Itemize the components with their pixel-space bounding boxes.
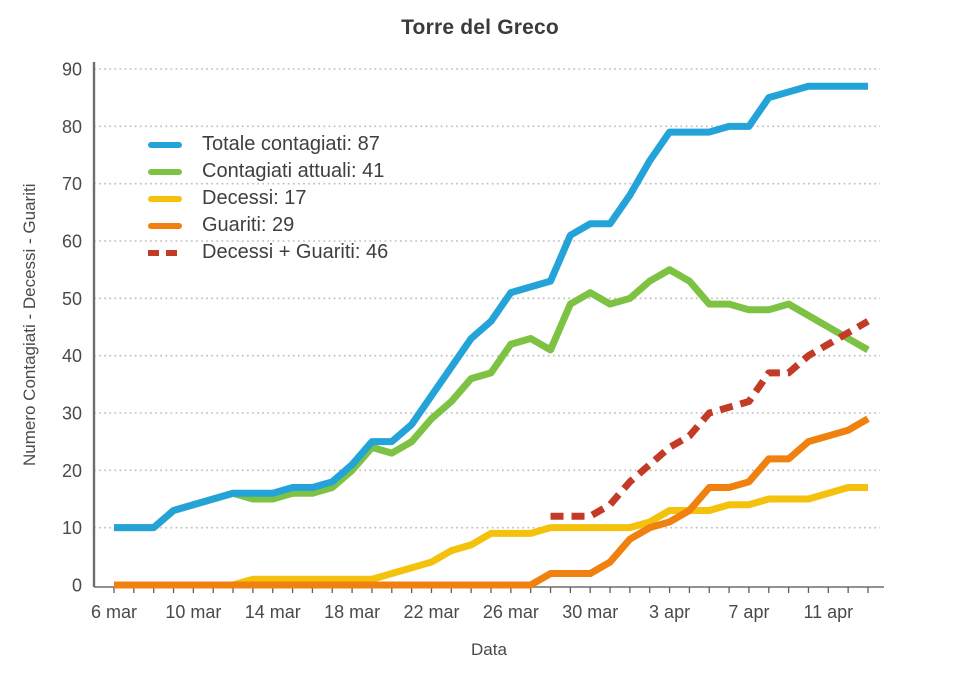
line-contagiati-attuali <box>114 266 870 532</box>
line-decessi-piu-guariti <box>550 318 870 520</box>
line-guariti <box>114 415 870 589</box>
x-axis-title: Data <box>471 640 507 659</box>
x-tick-label: 10 mar <box>165 602 221 622</box>
legend-item-contagiati-attuali: Contagiati attuali: 41 <box>148 158 388 185</box>
line-decessi <box>114 484 868 589</box>
chart-title: Torre del Greco <box>401 16 559 39</box>
legend-label-decessi-piu-guariti: Decessi + Guariti: 46 <box>202 241 389 263</box>
legend: Totale contagiati: 87 Contagiati attuali:… <box>148 131 388 266</box>
y-tick-label: 60 <box>62 232 82 252</box>
y-tick-label: 10 <box>62 518 82 538</box>
x-tick-label: 30 mar <box>562 602 618 622</box>
line-totale-contagiati <box>114 82 868 532</box>
y-tick-label: 50 <box>62 289 82 309</box>
legend-label-guariti: Guariti: 29 <box>202 214 295 236</box>
y-tick-label: 70 <box>62 174 82 194</box>
legend-swatch-decessi <box>148 195 182 202</box>
legend-item-decessi: Decessi: 17 <box>148 185 388 212</box>
legend-swatch-contagiati-attuali <box>148 168 182 175</box>
x-tick-label: 18 mar <box>324 602 380 622</box>
legend-swatch-totale-contagiati <box>148 141 182 148</box>
x-tick-label: 6 mar <box>91 602 137 622</box>
legend-swatch-guariti <box>148 222 182 229</box>
legend-item-guariti: Guariti: 29 <box>148 212 388 239</box>
x-tick-label: 26 mar <box>483 602 539 622</box>
y-tick-label: 30 <box>62 404 82 424</box>
y-tick-label: 90 <box>62 60 82 80</box>
x-tick-label: 3 apr <box>649 602 690 622</box>
legend-label-totale-contagiati: Totale contagiati: 87 <box>202 133 380 155</box>
y-tick-label: 0 <box>72 576 82 596</box>
legend-item-decessi-piu-guariti: Decessi + Guariti: 46 <box>148 239 388 266</box>
x-tick-label: 7 apr <box>728 602 769 622</box>
x-tick-label: 11 apr <box>803 602 853 622</box>
x-tick-label: 14 mar <box>245 602 301 622</box>
x-tick-label: 22 mar <box>403 602 459 622</box>
legend-item-totale-contagiati: Totale contagiati: 87 <box>148 131 388 158</box>
y-tick-label: 80 <box>62 117 82 137</box>
y-tick-label: 40 <box>62 346 82 366</box>
legend-swatch-decessi-piu-guariti <box>148 249 182 256</box>
y-tick-label: 20 <box>62 461 82 481</box>
legend-label-decessi: Decessi: 17 <box>202 187 307 209</box>
legend-label-contagiati-attuali: Contagiati attuali: 41 <box>202 160 385 182</box>
